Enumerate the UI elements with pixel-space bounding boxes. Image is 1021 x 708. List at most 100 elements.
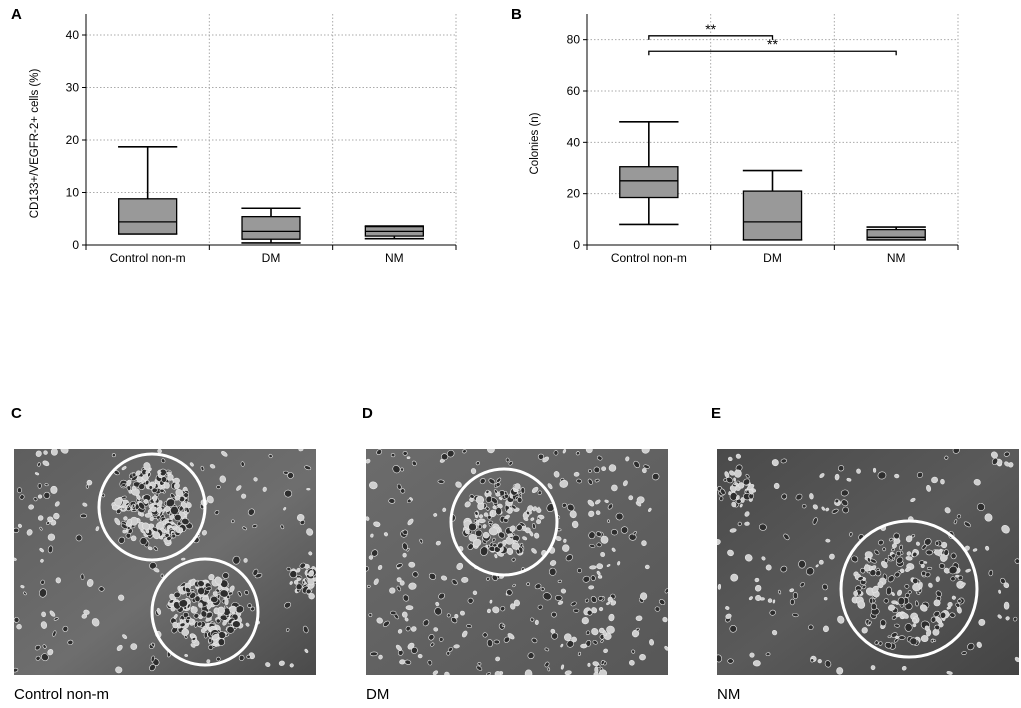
- cell: [160, 573, 164, 578]
- cell: [247, 603, 252, 608]
- cell: [944, 455, 949, 460]
- cell: [805, 567, 815, 576]
- cell: [592, 640, 598, 645]
- cell: [890, 632, 898, 638]
- cell: [479, 546, 489, 556]
- cell: [562, 449, 567, 454]
- cell: [401, 611, 408, 618]
- cell: [14, 527, 20, 533]
- cell: [157, 470, 162, 474]
- cell: [819, 473, 825, 478]
- cell: [468, 522, 477, 532]
- cell: [910, 497, 916, 503]
- cell: [47, 533, 56, 541]
- cell: [920, 635, 929, 643]
- cell: [934, 540, 940, 546]
- cell: [894, 571, 901, 578]
- cell: [440, 575, 448, 581]
- cell: [368, 555, 374, 560]
- cell: [582, 575, 591, 583]
- cell: [607, 596, 613, 603]
- panel-letter-c: C: [11, 405, 22, 422]
- cell: [368, 613, 373, 617]
- cell: [648, 507, 652, 512]
- cell: [417, 653, 423, 659]
- cell: [50, 485, 58, 494]
- cell: [531, 548, 537, 554]
- cell: [197, 587, 206, 595]
- cell: [870, 603, 878, 611]
- cell: [44, 483, 49, 487]
- cell: [651, 472, 660, 481]
- cell: [82, 502, 88, 507]
- cell: [622, 480, 628, 487]
- cell: [196, 621, 203, 627]
- cell: [506, 589, 513, 596]
- cell: [888, 604, 896, 611]
- cell: [369, 481, 378, 490]
- cell: [42, 644, 47, 649]
- cell: [482, 632, 488, 638]
- cell: [916, 471, 924, 478]
- cell: [734, 469, 742, 478]
- cell: [758, 523, 767, 531]
- cell: [222, 572, 230, 579]
- cell: [953, 519, 958, 525]
- cell: [222, 620, 227, 626]
- cell: [939, 611, 947, 619]
- cell: [871, 585, 879, 594]
- cell: [514, 483, 521, 491]
- cell: [918, 582, 923, 590]
- cell: [557, 600, 564, 605]
- cell: [885, 586, 892, 596]
- cell: [544, 647, 550, 652]
- cell: [822, 625, 829, 633]
- cell: [1001, 525, 1010, 534]
- cell: [841, 499, 849, 507]
- cell: [167, 474, 174, 481]
- cell: [173, 591, 181, 599]
- cell: [487, 608, 491, 614]
- cell: [35, 655, 41, 661]
- cell: [530, 517, 535, 521]
- cell: [798, 559, 806, 569]
- cell: [730, 573, 739, 582]
- cell: [744, 554, 753, 562]
- cell: [206, 495, 214, 504]
- cell: [388, 498, 396, 504]
- cell: [795, 493, 803, 501]
- cell: [40, 559, 44, 563]
- cell: [608, 613, 615, 622]
- cell: [745, 473, 750, 479]
- cell: [396, 577, 402, 583]
- cell: [183, 492, 189, 498]
- cell: [37, 462, 41, 467]
- cell: [933, 610, 940, 617]
- cell: [587, 662, 591, 667]
- cell: [930, 616, 937, 623]
- cell: [118, 594, 125, 601]
- cell: [589, 565, 597, 570]
- cell: [585, 449, 593, 454]
- cell: [952, 449, 960, 454]
- cell: [494, 553, 498, 559]
- cell: [930, 638, 934, 643]
- cell: [474, 511, 479, 516]
- cell: [894, 636, 900, 639]
- cell: [410, 626, 417, 632]
- cell: [725, 606, 730, 610]
- cell: [200, 610, 208, 618]
- cell: [20, 585, 25, 589]
- cell: [468, 533, 478, 542]
- cell: [467, 543, 474, 550]
- cell: [537, 514, 545, 520]
- cell: [390, 453, 396, 458]
- cell: [485, 506, 490, 511]
- cell: [894, 473, 900, 479]
- cell: [891, 543, 897, 549]
- cell: [740, 497, 745, 503]
- cell: [190, 605, 195, 610]
- cell: [948, 565, 958, 575]
- cell: [242, 526, 247, 531]
- cell: [972, 548, 978, 552]
